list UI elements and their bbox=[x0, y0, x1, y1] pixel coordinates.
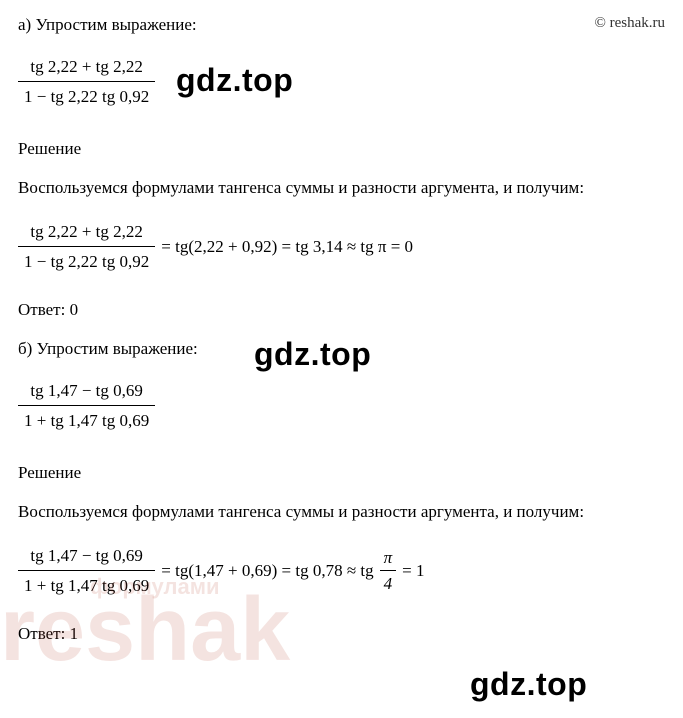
equation-1-fraction: tg 2,22 + tg 2,22 1 − tg 2,22 tg 0,92 bbox=[18, 219, 155, 275]
equation-1-numerator: tg 2,22 + tg 2,22 bbox=[18, 219, 155, 248]
equation-1-denominator: 1 − tg 2,22 tg 0,92 bbox=[18, 247, 155, 275]
solution-label-2: Решение bbox=[18, 460, 665, 486]
answer-1-value: 0 bbox=[70, 300, 79, 319]
equation-2-mid: = tg(1,47 + 0,69) = tg 0,78 ≈ tg bbox=[161, 558, 373, 584]
part-b-label: б) Упростим выражение: bbox=[18, 336, 665, 362]
solution-label-1: Решение bbox=[18, 136, 665, 162]
fraction-1: tg 2,22 + tg 2,22 1 − tg 2,22 tg 0,92 bbox=[18, 54, 155, 110]
fraction-1-block: tg 2,22 + tg 2,22 1 − tg 2,22 tg 0,92 bbox=[18, 46, 665, 118]
fraction-2-numerator: tg 1,47 − tg 0,69 bbox=[18, 378, 155, 407]
fraction-1-numerator: tg 2,22 + tg 2,22 bbox=[18, 54, 155, 83]
answer-1-prefix: Ответ: bbox=[18, 300, 70, 319]
copyright-text: © reshak.ru bbox=[594, 12, 665, 35]
answer-2-value: 1 bbox=[70, 624, 79, 643]
pi-over-4: π 4 bbox=[380, 545, 397, 597]
equation-1-rhs: = tg(2,22 + 0,92) = tg 3,14 ≈ tg π = 0 bbox=[161, 234, 413, 260]
equation-2-denominator: 1 + tg 1,47 tg 0,69 bbox=[18, 571, 155, 599]
paragraph-2: Воспользуемся формулами тангенса суммы и… bbox=[18, 499, 665, 525]
fraction-2-block: tg 1,47 − tg 0,69 1 + tg 1,47 tg 0,69 bbox=[18, 370, 665, 442]
answer-1: Ответ: 0 bbox=[18, 297, 665, 323]
fraction-2: tg 1,47 − tg 0,69 1 + tg 1,47 tg 0,69 bbox=[18, 378, 155, 434]
part-a-label: а) Упростим выражение: bbox=[18, 12, 197, 38]
header-row: а) Упростим выражение: © reshak.ru bbox=[18, 12, 665, 38]
watermark-3: gdz.top bbox=[470, 660, 587, 708]
equation-1: tg 2,22 + tg 2,22 1 − tg 2,22 tg 0,92 = … bbox=[18, 211, 665, 283]
paragraph-1: Воспользуемся формулами тангенса суммы и… bbox=[18, 175, 665, 201]
answer-2: Ответ: 1 bbox=[18, 621, 665, 647]
fraction-1-denominator: 1 − tg 2,22 tg 0,92 bbox=[18, 82, 155, 110]
equation-2-numerator: tg 1,47 − tg 0,69 bbox=[18, 543, 155, 572]
answer-2-prefix: Ответ: bbox=[18, 624, 70, 643]
pi-top: π bbox=[380, 545, 397, 572]
equation-2: tg 1,47 − tg 0,69 1 + tg 1,47 tg 0,69 = … bbox=[18, 535, 665, 607]
equation-2-tail: = 1 bbox=[402, 558, 424, 584]
fraction-2-denominator: 1 + tg 1,47 tg 0,69 bbox=[18, 406, 155, 434]
equation-2-fraction: tg 1,47 − tg 0,69 1 + tg 1,47 tg 0,69 bbox=[18, 543, 155, 599]
pi-bot: 4 bbox=[380, 571, 397, 597]
